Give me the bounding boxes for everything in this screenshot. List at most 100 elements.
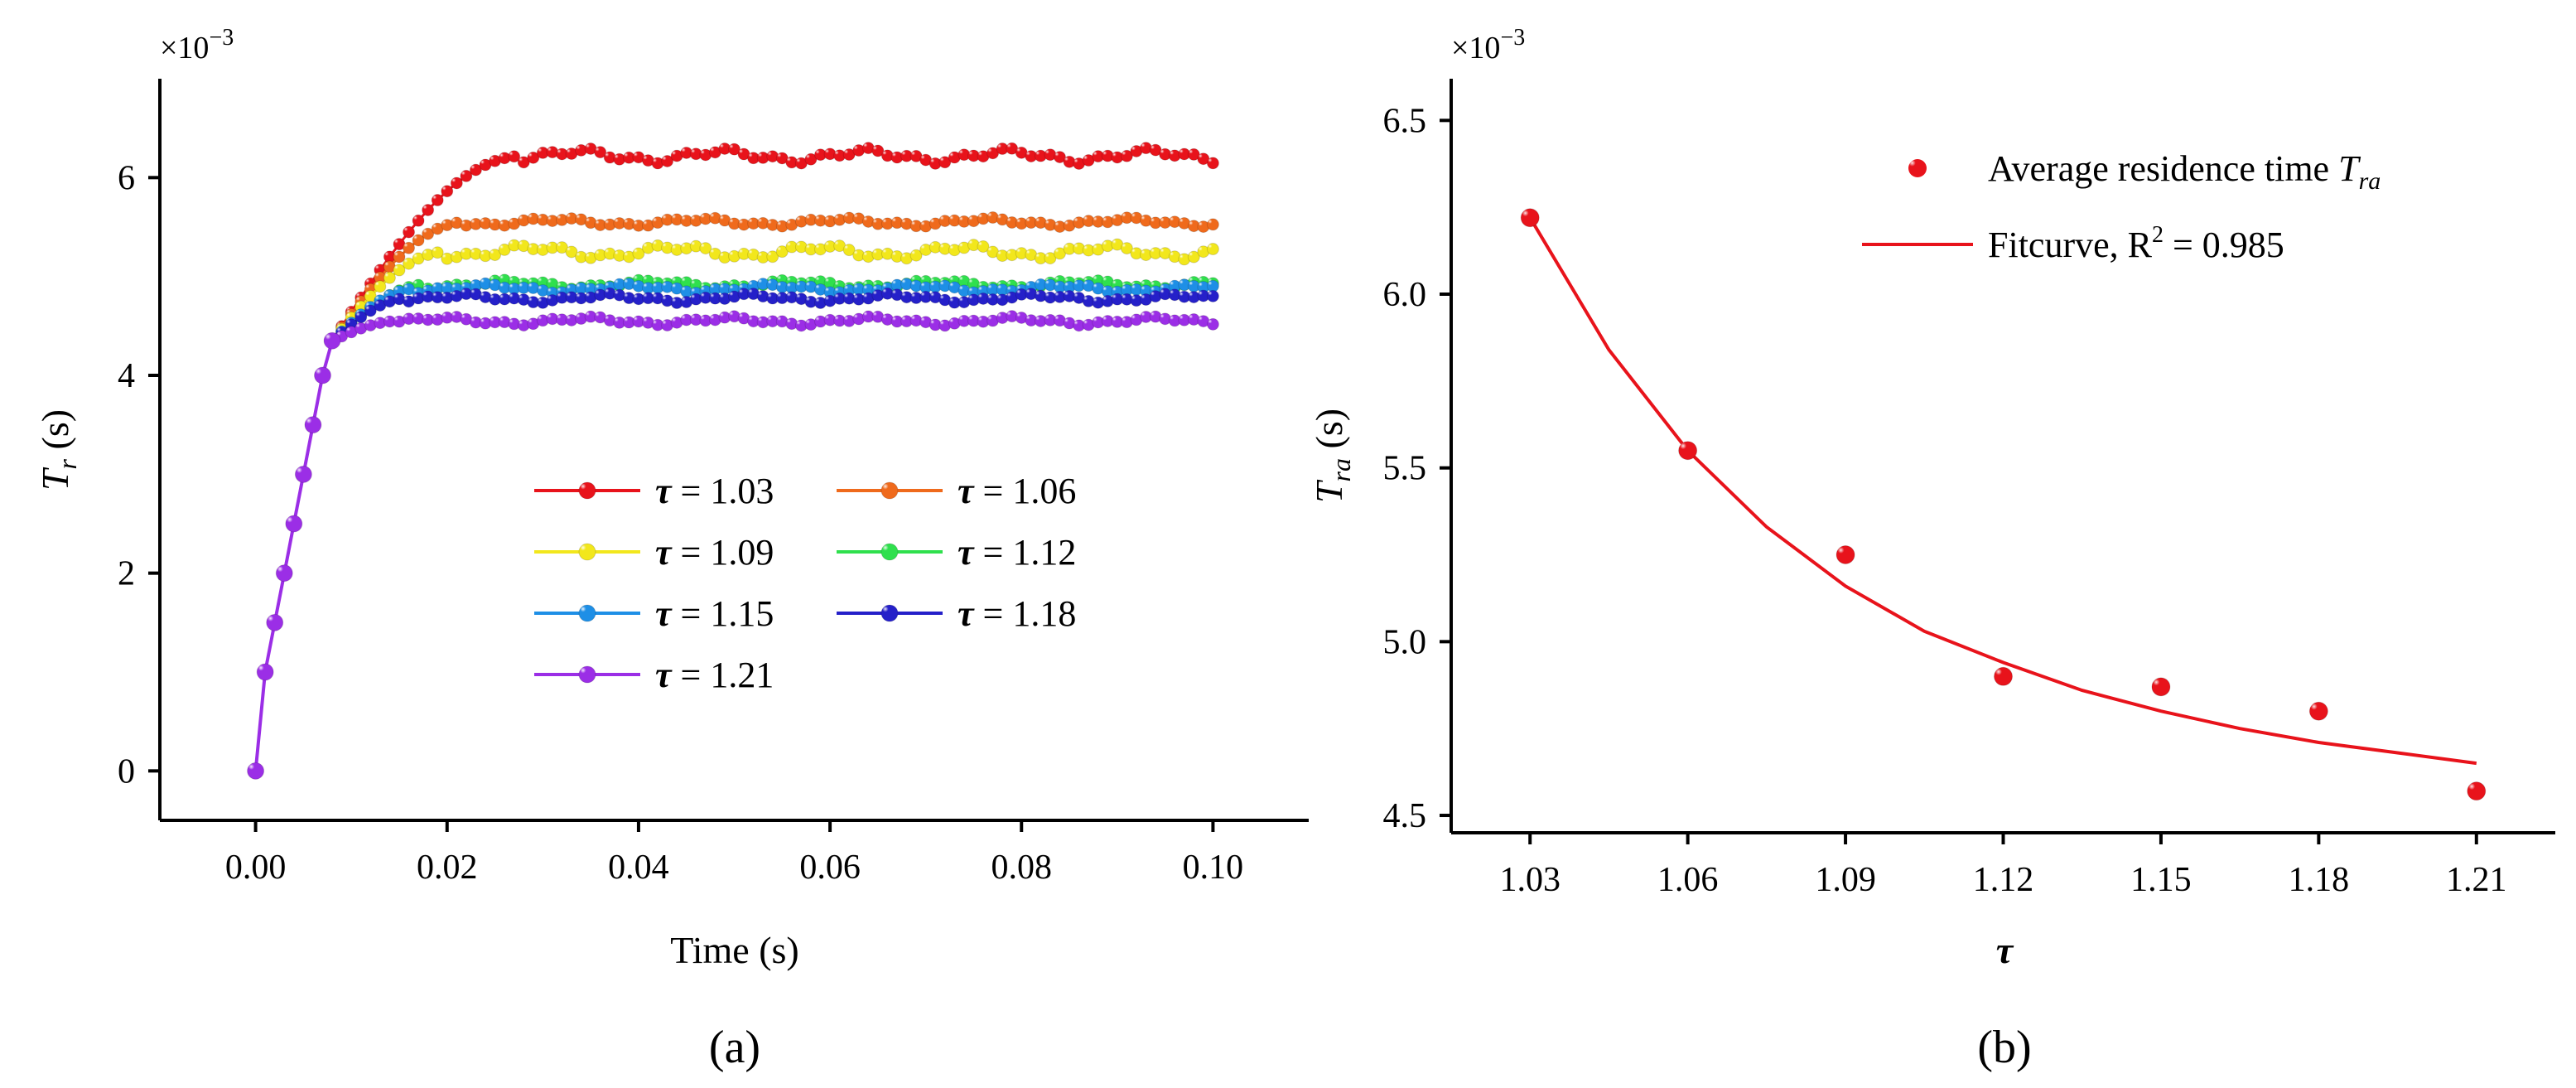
panel-a-point-1.06	[546, 215, 559, 228]
panel-a-point-1.18	[1063, 289, 1076, 302]
panel-a-ramp-point	[323, 331, 341, 350]
panel-a-point-1.03	[594, 146, 607, 159]
panel-a-point-1.15	[756, 278, 769, 291]
panel-a-point-1.03	[996, 143, 1009, 156]
panel-a-point-1.06	[747, 217, 760, 230]
panel-a-point-1.18	[871, 289, 885, 302]
panel-a-point-1.09	[785, 240, 798, 254]
panel-a-legend-item-1.21: τ = 1.21	[534, 655, 774, 695]
panel-a-point-1.21	[393, 315, 406, 328]
panel-a-point-1.03	[383, 250, 396, 264]
panel-a-point-1.18	[1120, 293, 1133, 306]
panel-a-y-tick-label: 0	[118, 752, 135, 791]
panel-a-panel-label: (a)	[709, 1022, 760, 1073]
panel-a-point-1.06	[833, 213, 847, 226]
panel-a-point-1.21	[508, 317, 521, 331]
panel-a-point-1.21	[1197, 315, 1210, 328]
panel-a-point-1.03	[517, 156, 530, 169]
panel-a-point-1.09	[766, 250, 779, 264]
panel-a-legend-value: = 1.21	[672, 655, 774, 695]
panel-a-legend-swatch-marker	[578, 665, 596, 684]
panel-a-point-1.18	[584, 291, 597, 304]
panel-a-point-1.21	[1053, 314, 1066, 327]
panel-a-point-1.03	[546, 146, 559, 159]
panel-a-point-1.09	[575, 250, 588, 264]
panel-a-point-1.18	[1015, 288, 1028, 301]
panel-a-point-1.15	[1034, 278, 1047, 291]
panel-a-x-ticks: 0.00 0.02 0.04 0.06 0.08 0.10	[225, 820, 1243, 887]
panel-b-point	[1520, 208, 1540, 228]
panel-a-point-1.15	[489, 278, 502, 292]
panel-a-point-1.06	[919, 220, 933, 233]
panel-a-point-1.03	[728, 143, 740, 156]
panel-a-point-1.15	[527, 281, 540, 294]
panel-b-point	[2467, 781, 2487, 801]
panel-a-legend-item-1.12: τ = 1.12	[837, 532, 1076, 573]
panel-a-point-1.06	[1053, 220, 1066, 234]
panel-a-point-1.09	[393, 264, 406, 277]
panel-a-point-1.21	[747, 315, 760, 328]
panel-b-legend-fit-label: Fitcurve, R2 = 0.985	[1988, 222, 2284, 265]
panel-a-legend-label: τ = 1.18	[958, 593, 1076, 634]
panel-a-point-1.06	[814, 214, 827, 227]
panel-a-point-1.03	[422, 203, 435, 216]
panel-a-point-1.03	[1006, 142, 1019, 155]
panel-a-point-1.09	[1053, 247, 1066, 260]
panel-a-point-1.09	[603, 247, 616, 260]
panel-a-point-1.03	[1034, 149, 1047, 162]
panel-a-point-1.03	[1073, 157, 1086, 170]
panel-a-legend-swatch-marker	[880, 543, 899, 561]
panel-a-point-1.03	[536, 146, 549, 159]
panel-a-point-1.03	[900, 149, 914, 162]
panel-b-legend-scatter-label: Average residence time Tra	[1988, 148, 2381, 195]
panel-a-point-1.06	[1140, 214, 1153, 227]
panel-a-point-1.15	[1187, 279, 1200, 293]
panel-a-point-1.18	[852, 293, 866, 306]
panel-a-point-1.06	[852, 212, 866, 225]
panel-a-point-1.09	[689, 239, 702, 253]
panel-a-point-1.06	[1063, 219, 1076, 232]
panel-a-point-1.18	[613, 288, 626, 302]
panel-a-point-1.21	[689, 313, 702, 326]
panel-a-point-1.03	[919, 153, 933, 167]
panel-a-point-1.18	[996, 293, 1009, 307]
panel-a-point-1.15	[584, 283, 597, 296]
panel-a-point-1.09	[756, 251, 769, 264]
panel-a-point-1.06	[842, 211, 856, 225]
panel-a-point-1.03	[1044, 148, 1057, 162]
panel-a-point-1.03	[450, 176, 463, 190]
panel-a-point-1.09	[1206, 243, 1219, 256]
panel-a-point-1.21	[1149, 310, 1162, 323]
panel-a-series-1.09	[326, 238, 1219, 347]
panel-a-point-1.03	[489, 154, 502, 167]
panel-a-point-1.03	[1015, 146, 1028, 159]
panel-a-legend-value: = 1.15	[672, 593, 774, 634]
panel-b: 1.03 1.06 1.09 1.12 1.15 1.18 1.21 4.5 5.0 5.5 6.…	[1308, 25, 2555, 1073]
panel-a-legend-symbol: τ	[655, 532, 673, 573]
panel-b-point	[2151, 677, 2171, 697]
panel-a-point-1.06	[498, 219, 511, 232]
panel-a-point-1.03	[1159, 147, 1172, 161]
panel-a-legend-value: = 1.06	[974, 471, 1077, 511]
panel-a-legend-item-1.15: τ = 1.15	[534, 593, 774, 634]
panel-a-point-1.09	[460, 247, 473, 260]
panel-a-point-1.09	[403, 257, 416, 270]
panel-a-point-1.03	[1092, 150, 1105, 163]
panel-a-point-1.21	[469, 316, 482, 329]
panel-a-point-1.09	[977, 240, 990, 254]
panel-a-point-1.18	[1006, 291, 1019, 304]
panel-a-point-1.15	[814, 283, 827, 296]
panel-a-point-1.21	[823, 313, 837, 326]
panel-a-point-1.15	[613, 278, 626, 291]
panel-a-point-1.06	[1025, 216, 1038, 230]
panel-a-point-1.09	[699, 242, 712, 255]
panel-b-x-tick-label: 1.18	[2289, 861, 2350, 899]
panel-a-point-1.18	[364, 304, 377, 317]
panel-a-point-1.18	[900, 291, 914, 304]
panel-a-point-1.09	[508, 239, 521, 252]
panel-a-point-1.06	[680, 214, 693, 227]
panel-a-point-1.09	[374, 280, 387, 293]
panel-a-point-1.18	[431, 291, 444, 304]
panel-a-point-1.06	[1206, 218, 1219, 231]
panel-a-legend-symbol: τ	[958, 471, 975, 511]
